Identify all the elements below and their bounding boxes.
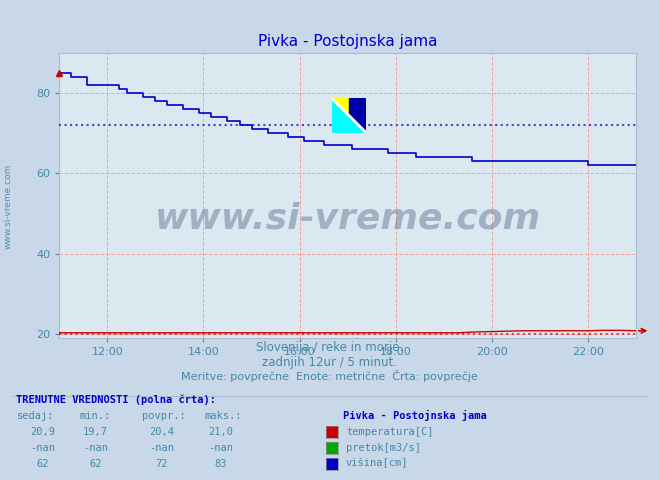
Text: 83: 83	[215, 458, 227, 468]
Text: višina[cm]: višina[cm]	[346, 458, 409, 468]
Text: zadnjih 12ur / 5 minut.: zadnjih 12ur / 5 minut.	[262, 356, 397, 369]
Text: -nan: -nan	[149, 443, 174, 453]
Text: 21,0: 21,0	[208, 427, 233, 437]
Text: -nan: -nan	[30, 443, 55, 453]
Text: Slovenija / reke in morje.: Slovenija / reke in morje.	[256, 341, 403, 354]
Text: -nan: -nan	[83, 443, 108, 453]
Text: -nan: -nan	[208, 443, 233, 453]
Text: Meritve: povprečne  Enote: metrične  Črta: povprečje: Meritve: povprečne Enote: metrične Črta:…	[181, 370, 478, 382]
Text: 62: 62	[90, 458, 101, 468]
Text: maks.:: maks.:	[204, 411, 242, 421]
Text: www.si-vreme.com: www.si-vreme.com	[3, 164, 13, 249]
Text: povpr.:: povpr.:	[142, 411, 185, 421]
Text: temperatura[C]: temperatura[C]	[346, 427, 434, 437]
Text: Pivka - Postojnska jama: Pivka - Postojnska jama	[343, 410, 486, 421]
Title: Pivka - Postojnska jama: Pivka - Postojnska jama	[258, 34, 438, 49]
Text: 19,7: 19,7	[83, 427, 108, 437]
Text: 20,9: 20,9	[30, 427, 55, 437]
Text: min.:: min.:	[79, 411, 110, 421]
Text: 20,4: 20,4	[149, 427, 174, 437]
Text: www.si-vreme.com: www.si-vreme.com	[155, 202, 540, 236]
Polygon shape	[332, 98, 366, 133]
Polygon shape	[349, 98, 366, 133]
Text: TRENUTNE VREDNOSTI (polna črta):: TRENUTNE VREDNOSTI (polna črta):	[16, 395, 216, 405]
Text: sedaj:: sedaj:	[16, 411, 54, 421]
Text: 62: 62	[37, 458, 49, 468]
Text: pretok[m3/s]: pretok[m3/s]	[346, 443, 421, 453]
Text: 72: 72	[156, 458, 167, 468]
